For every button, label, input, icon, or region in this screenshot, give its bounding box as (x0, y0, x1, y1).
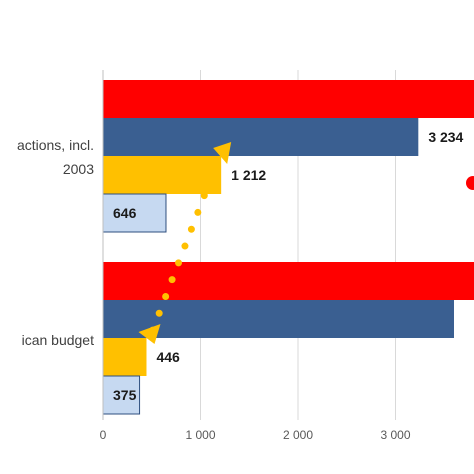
category-label: 2003 (63, 161, 94, 177)
y-axis: actions, incl. 2003 ican budget (17, 70, 104, 420)
dotted-connector (138, 142, 474, 344)
x-tick-label: 1 000 (185, 428, 215, 442)
bar (103, 300, 454, 338)
bar (102, 375, 141, 415)
data-label: 1 212 (231, 167, 266, 183)
x-tick-label: 3 000 (380, 428, 410, 442)
bars (102, 80, 474, 415)
data-label: 446 (156, 349, 180, 365)
data-label: 3 234 (428, 129, 463, 145)
marker-dot (466, 176, 474, 190)
connector-cap-bottom (138, 324, 161, 344)
bar (102, 193, 167, 233)
data-label: 375 (113, 387, 137, 403)
bar (103, 156, 222, 194)
data-labels: 3 234 1 212 646 446 375 (113, 129, 464, 403)
bar (103, 262, 474, 300)
data-label: 646 (113, 205, 137, 221)
x-axis: 0 1 000 2 000 3 000 (100, 428, 411, 442)
x-tick-label: 0 (100, 428, 107, 442)
connector-dots (146, 158, 221, 340)
bar (103, 80, 474, 118)
category-label: actions, incl. (17, 137, 94, 153)
x-tick-label: 2 000 (283, 428, 313, 442)
connector-cap-top (213, 142, 232, 164)
bar (103, 338, 147, 376)
bar (103, 118, 419, 156)
category-label: ican budget (22, 332, 95, 348)
